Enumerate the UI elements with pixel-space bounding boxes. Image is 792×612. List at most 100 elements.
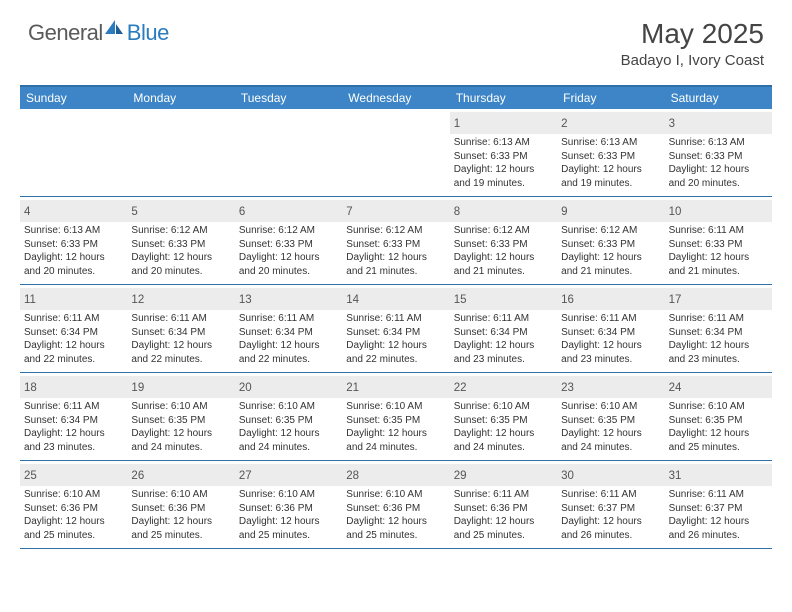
calendar-cell: [20, 109, 127, 196]
day-number-row: 5: [127, 200, 234, 222]
day-number: 14: [346, 294, 359, 306]
title-block: May 2025 Badayo I, Ivory Coast: [621, 18, 764, 69]
sunset-text: Sunset: 6:36 PM: [131, 502, 230, 516]
day-number: 11: [24, 294, 36, 306]
calendar-cell: [342, 109, 449, 196]
day-number: 4: [24, 206, 30, 218]
daylight-text: Daylight: 12 hours and 25 minutes.: [669, 427, 768, 454]
sunset-text: Sunset: 6:33 PM: [346, 238, 445, 252]
sunset-text: Sunset: 6:34 PM: [346, 326, 445, 340]
sunrise-text: Sunrise: 6:10 AM: [239, 400, 338, 414]
day-number-row: 1: [450, 112, 557, 134]
sunrise-text: Sunrise: 6:11 AM: [24, 400, 123, 414]
day-number: 24: [669, 382, 682, 394]
day-number: 15: [454, 294, 467, 306]
calendar-cell: 31Sunrise: 6:11 AMSunset: 6:37 PMDayligh…: [665, 461, 772, 548]
calendar-cell: [127, 109, 234, 196]
daylight-text: Daylight: 12 hours and 24 minutes.: [561, 427, 660, 454]
day-number-row: 7: [342, 200, 449, 222]
day-info: Sunrise: 6:10 AMSunset: 6:35 PMDaylight:…: [561, 400, 660, 454]
daylight-text: Daylight: 12 hours and 24 minutes.: [454, 427, 553, 454]
calendar-cell: 5Sunrise: 6:12 AMSunset: 6:33 PMDaylight…: [127, 197, 234, 284]
sunset-text: Sunset: 6:36 PM: [346, 502, 445, 516]
calendar-cell: 4Sunrise: 6:13 AMSunset: 6:33 PMDaylight…: [20, 197, 127, 284]
calendar-cell: 26 Sunrise: 6:10 AMSunset: 6:36 PMDayligh…: [127, 461, 234, 548]
weeks-container: 1Sunrise: 6:13 AMSunset: 6:33 PMDaylight…: [20, 109, 772, 549]
day-info: Sunrise: 6:10 AMSunset: 6:36 PMDaylight:…: [346, 488, 445, 542]
daylight-text: Daylight: 12 hours and 20 minutes.: [239, 251, 338, 278]
daylight-text: Daylight: 12 hours and 26 minutes.: [669, 515, 768, 542]
day-number-row: 24: [665, 376, 772, 398]
sunrise-text: Sunrise: 6:10 AM: [239, 488, 338, 502]
day-number: 19: [131, 382, 144, 394]
sunrise-text: Sunrise: 6:13 AM: [24, 224, 123, 238]
daylight-text: Daylight: 12 hours and 19 minutes.: [454, 163, 553, 190]
day-number-row: 18: [20, 376, 127, 398]
sunset-text: Sunset: 6:33 PM: [669, 150, 768, 164]
sunset-text: Sunset: 6:34 PM: [24, 414, 123, 428]
sunrise-text: Sunrise: 6:10 AM: [669, 400, 768, 414]
calendar-cell: 15Sunrise: 6:11 AMSunset: 6:34 PMDayligh…: [450, 285, 557, 372]
calendar-cell: 6 Sunrise: 6:12 AMSunset: 6:33 PMDaylight…: [235, 197, 342, 284]
day-info: Sunrise: 6:10 AMSunset: 6:36 PMDaylight:…: [131, 488, 230, 542]
day-number: 21: [346, 382, 359, 394]
calendar-cell: 30Sunrise: 6:11 AMSunset: 6:37 PMDayligh…: [557, 461, 664, 548]
day-number-row: 3: [665, 112, 772, 134]
day-number-row: 28: [342, 464, 449, 486]
day-number: 9: [561, 206, 567, 218]
day-info: Sunrise: 6:13 AMSunset: 6:33 PMDaylight:…: [454, 136, 553, 190]
day-number: 29: [454, 470, 467, 482]
day-number-row: 11: [20, 288, 127, 310]
calendar-cell: 10Sunrise: 6:11 AMSunset: 6:33 PMDayligh…: [665, 197, 772, 284]
sunset-text: Sunset: 6:36 PM: [454, 502, 553, 516]
daylight-text: Daylight: 12 hours and 25 minutes.: [454, 515, 553, 542]
day-number-row: 9: [557, 200, 664, 222]
day-info: Sunrise: 6:12 AMSunset: 6:33 PMDaylight:…: [239, 224, 338, 278]
day-info: Sunrise: 6:10 AMSunset: 6:35 PMDaylight:…: [346, 400, 445, 454]
calendar-week: 11Sunrise: 6:11 AMSunset: 6:34 PMDayligh…: [20, 285, 772, 373]
location-label: Badayo I, Ivory Coast: [621, 52, 764, 69]
day-info: Sunrise: 6:12 AMSunset: 6:33 PMDaylight:…: [454, 224, 553, 278]
calendar-cell: 17Sunrise: 6:11 AMSunset: 6:34 PMDayligh…: [665, 285, 772, 372]
day-number: 6: [239, 206, 245, 218]
sunset-text: Sunset: 6:35 PM: [561, 414, 660, 428]
day-number-row: 2: [557, 112, 664, 134]
logo-sail-icon: [103, 18, 125, 41]
sunset-text: Sunset: 6:33 PM: [24, 238, 123, 252]
sunrise-text: Sunrise: 6:10 AM: [346, 400, 445, 414]
day-info: Sunrise: 6:12 AMSunset: 6:33 PMDaylight:…: [131, 224, 230, 278]
sunrise-text: Sunrise: 6:11 AM: [346, 312, 445, 326]
daylight-text: Daylight: 12 hours and 21 minutes.: [346, 251, 445, 278]
calendar-cell: 24Sunrise: 6:10 AMSunset: 6:35 PMDayligh…: [665, 373, 772, 460]
sunrise-text: Sunrise: 6:11 AM: [239, 312, 338, 326]
day-number-row: 17: [665, 288, 772, 310]
sunset-text: Sunset: 6:37 PM: [669, 502, 768, 516]
day-number: 3: [669, 118, 675, 130]
sunrise-text: Sunrise: 6:11 AM: [669, 312, 768, 326]
sunset-text: Sunset: 6:36 PM: [239, 502, 338, 516]
sunset-text: Sunset: 6:34 PM: [131, 326, 230, 340]
daylight-text: Daylight: 12 hours and 23 minutes.: [24, 427, 123, 454]
day-info: Sunrise: 6:10 AMSunset: 6:36 PMDaylight:…: [239, 488, 338, 542]
day-info: Sunrise: 6:13 AMSunset: 6:33 PMDaylight:…: [561, 136, 660, 190]
day-number-row: 25: [20, 464, 127, 486]
daylight-text: Daylight: 12 hours and 25 minutes.: [346, 515, 445, 542]
day-number-row: 19: [127, 376, 234, 398]
day-number: 1: [454, 118, 460, 130]
day-info: Sunrise: 6:11 AMSunset: 6:34 PMDaylight:…: [131, 312, 230, 366]
day-number: 26: [131, 470, 144, 482]
daylight-text: Daylight: 12 hours and 23 minutes.: [454, 339, 553, 366]
sunrise-text: Sunrise: 6:10 AM: [346, 488, 445, 502]
day-info: Sunrise: 6:12 AMSunset: 6:33 PMDaylight:…: [561, 224, 660, 278]
sunrise-text: Sunrise: 6:13 AM: [561, 136, 660, 150]
logo-text-general: General: [28, 20, 103, 46]
calendar-cell: 16Sunrise: 6:11 AMSunset: 6:34 PMDayligh…: [557, 285, 664, 372]
day-info: Sunrise: 6:11 AMSunset: 6:34 PMDaylight:…: [24, 312, 123, 366]
day-info: Sunrise: 6:10 AMSunset: 6:35 PMDaylight:…: [454, 400, 553, 454]
daylight-text: Daylight: 12 hours and 25 minutes.: [24, 515, 123, 542]
sunset-text: Sunset: 6:33 PM: [131, 238, 230, 252]
day-info: Sunrise: 6:10 AMSunset: 6:35 PMDaylight:…: [131, 400, 230, 454]
day-number-row: 23: [557, 376, 664, 398]
calendar-cell: [235, 109, 342, 196]
daylight-text: Daylight: 12 hours and 23 minutes.: [561, 339, 660, 366]
